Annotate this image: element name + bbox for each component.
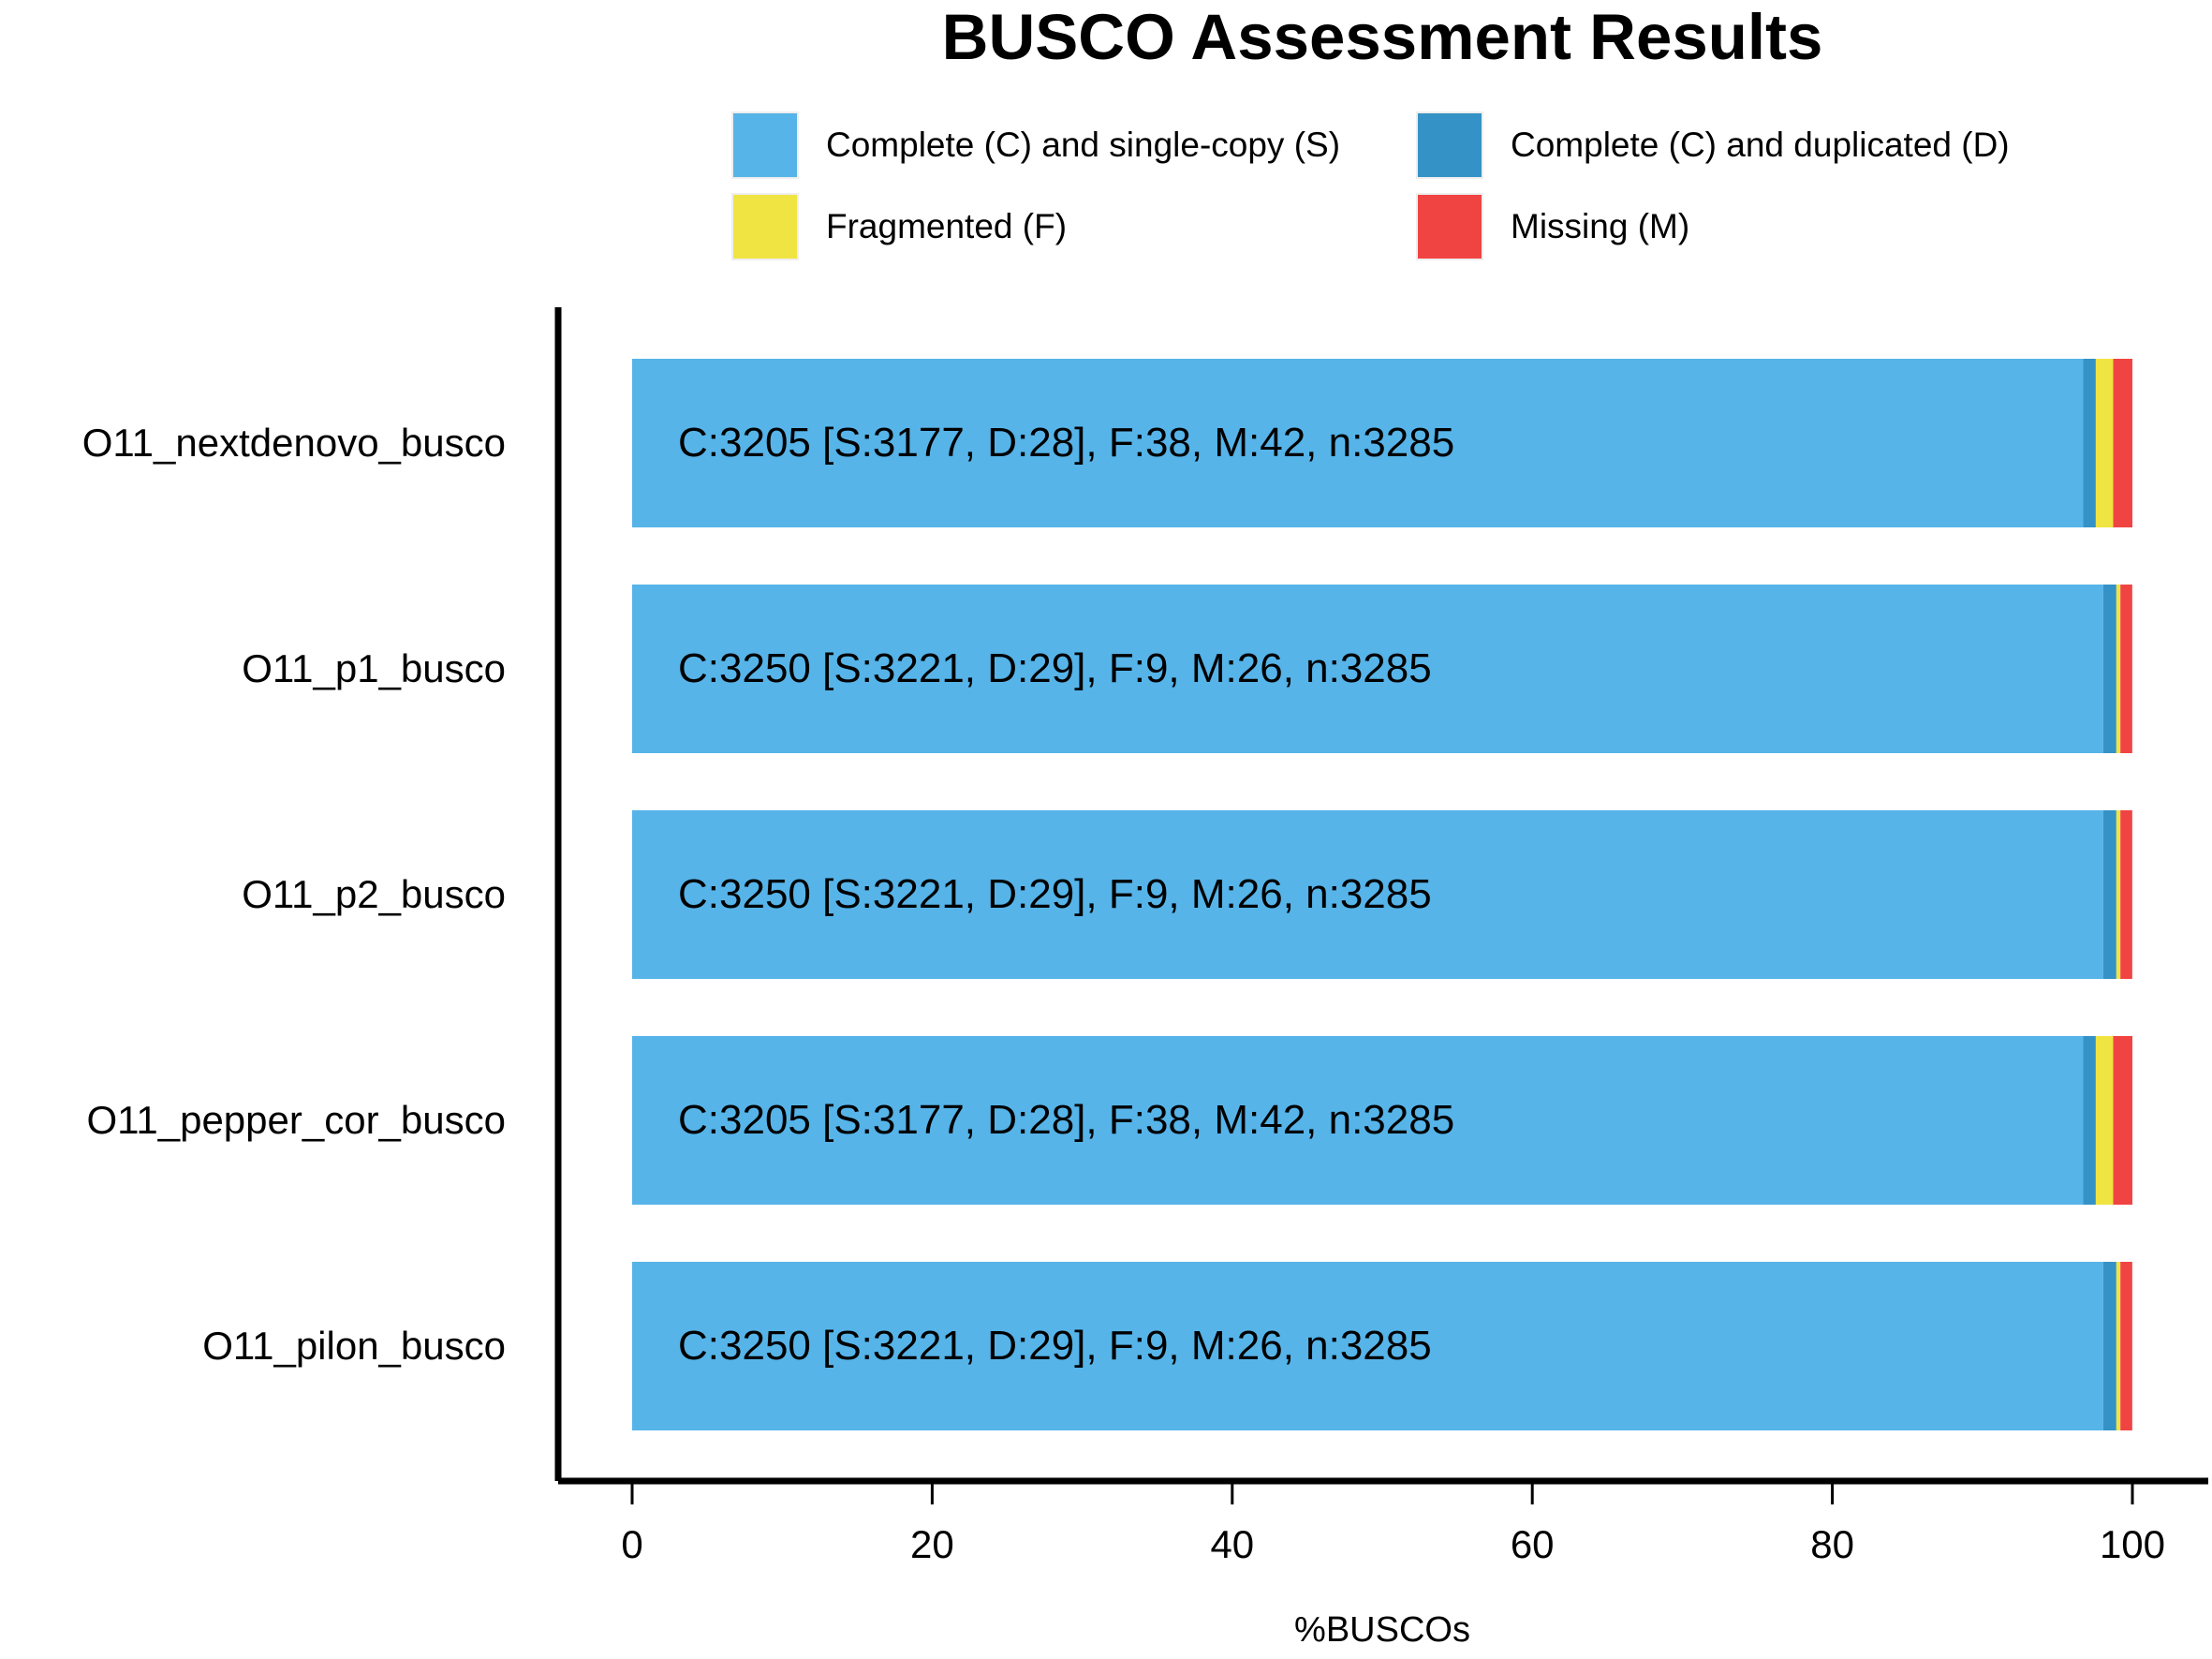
bar-segment-complete-c-and-duplicated-d — [2102, 1262, 2116, 1430]
bar-segment-complete-c-and-duplicated-d — [2083, 1036, 2096, 1205]
bar-segment-missing-m — [2120, 585, 2132, 753]
bar-segment-fragmented-f — [2116, 810, 2121, 979]
bars: C:3205 [S:3177, D:28], F:38, M:42, n:328… — [632, 359, 2132, 1430]
bar-segment-complete-c-and-duplicated-d — [2102, 585, 2116, 753]
bar-segment-fragmented-f — [2095, 359, 2114, 527]
category-label: O11_p2_busco — [242, 872, 506, 916]
bar-segment-fragmented-f — [2116, 1262, 2121, 1430]
bar-annotation: C:3250 [S:3221, D:29], F:9, M:26, n:3285 — [678, 1323, 1432, 1369]
bar-segment-complete-c-and-duplicated-d — [2083, 359, 2096, 527]
legend-swatch-complete-c-and-duplicated-d — [1416, 111, 1483, 179]
bar-segment-missing-m — [2113, 359, 2132, 527]
bar-annotation: C:3250 [S:3221, D:29], F:9, M:26, n:3285 — [678, 871, 1432, 917]
bar-segment-fragmented-f — [2116, 585, 2121, 753]
y-axis-labels: O11_nextdenovo_busco O11_p1_busco O11_p2_b… — [82, 421, 506, 1368]
x-tick-label: 80 — [1810, 1522, 1854, 1566]
x-axis-ticks: 0 20 40 60 80 100 — [621, 1481, 2165, 1566]
x-tick-label: 100 — [2100, 1522, 2165, 1566]
x-axis-label: %BUSCOs — [1294, 1610, 1470, 1650]
bar-segment-missing-m — [2120, 810, 2132, 979]
legend-label-complete-c-and-duplicated-d: Complete (C) and duplicated (D) — [1511, 126, 2010, 164]
legend-label-fragmented-f: Fragmented (F) — [826, 207, 1067, 245]
chart-title: BUSCO Assessment Results — [942, 1, 1823, 73]
bar-segment-complete-c-and-single-copy-s — [632, 1262, 2103, 1430]
category-label: O11_p1_busco — [242, 646, 506, 690]
bar-annotation: C:3250 [S:3221, D:29], F:9, M:26, n:3285 — [678, 645, 1432, 691]
x-tick-label: 60 — [1511, 1522, 1555, 1566]
bar-segment-missing-m — [2120, 1262, 2132, 1430]
x-tick-label: 20 — [910, 1522, 954, 1566]
x-tick-label: 40 — [1210, 1522, 1254, 1566]
legend-swatch-complete-c-and-single-copy-s — [731, 111, 799, 179]
legend-label-missing-m: Missing (M) — [1511, 207, 1689, 245]
category-label: O11_nextdenovo_busco — [82, 421, 506, 465]
bar-segment-complete-c-and-duplicated-d — [2102, 810, 2116, 979]
category-label: O11_pepper_cor_busco — [86, 1098, 506, 1142]
bar-segment-complete-c-and-single-copy-s — [632, 359, 2084, 527]
bar-annotation: C:3205 [S:3177, D:28], F:38, M:42, n:328… — [678, 1097, 1454, 1143]
bar-segment-missing-m — [2113, 1036, 2132, 1205]
legend-label-complete-c-and-single-copy-s: Complete (C) and single-copy (S) — [826, 126, 1340, 164]
legend: Complete (C) and single-copy (S) Complete… — [731, 111, 2010, 260]
bar-segment-complete-c-and-single-copy-s — [632, 585, 2103, 753]
x-tick-label: 0 — [621, 1522, 642, 1566]
legend-swatch-fragmented-f — [731, 193, 799, 260]
bar-segment-complete-c-and-single-copy-s — [632, 1036, 2084, 1205]
legend-swatch-missing-m — [1416, 193, 1483, 260]
bar-segment-complete-c-and-single-copy-s — [632, 810, 2103, 979]
bar-segment-fragmented-f — [2095, 1036, 2114, 1205]
bar-annotation: C:3205 [S:3177, D:28], F:38, M:42, n:328… — [678, 420, 1454, 466]
category-label: O11_pilon_busco — [202, 1324, 506, 1368]
